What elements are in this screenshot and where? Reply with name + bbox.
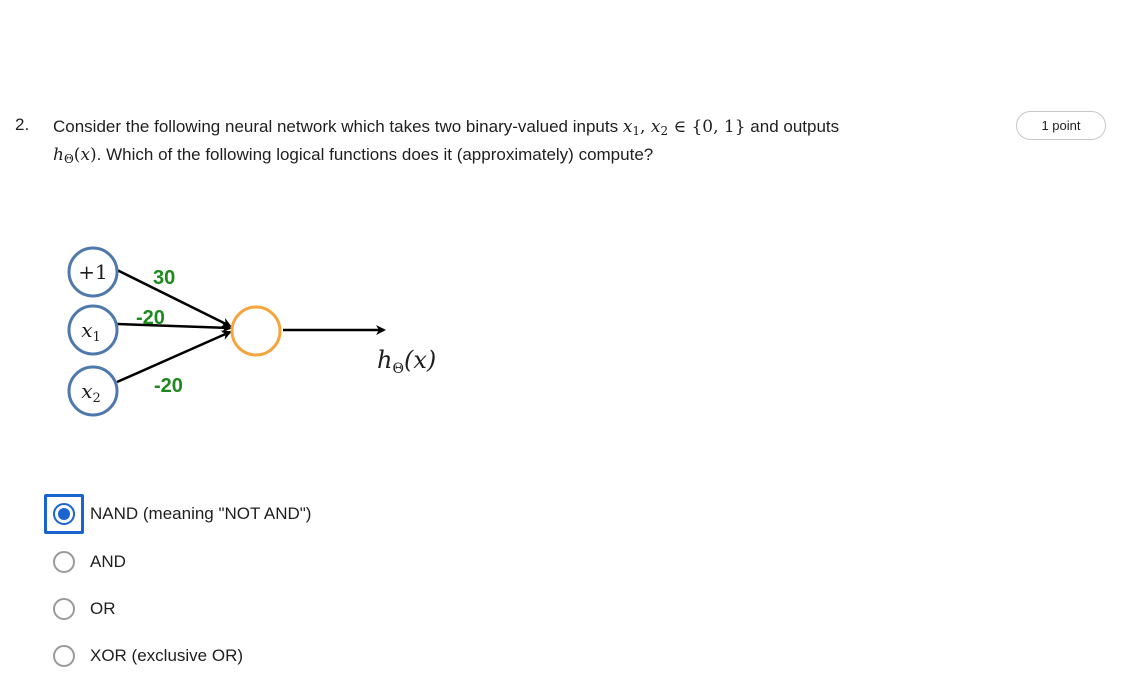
neural-network-diagram: +1 x1 x2 30 -20 -20 hΘ(x) <box>67 246 436 417</box>
input-node-x1-sub: 1 <box>93 330 101 345</box>
question-text-part2: and outputs <box>745 117 840 136</box>
output-node <box>230 305 282 357</box>
question-text-part3: . Which of the following logical functio… <box>96 145 654 164</box>
output-label-sub: Θ <box>392 361 403 377</box>
radio-wrap <box>44 589 84 629</box>
question-text: Consider the following neural network wh… <box>53 113 983 169</box>
output-label-var: h <box>377 346 392 374</box>
option-xor[interactable]: XOR (exclusive OR) <box>44 638 243 674</box>
edge-x1 <box>116 322 232 333</box>
radio-button-checked[interactable] <box>53 503 75 525</box>
input-node-x1-var: x <box>81 318 92 342</box>
input-node-x1-label: x1 <box>81 318 101 345</box>
option-nand[interactable]: NAND (meaning "NOT AND") <box>44 494 312 534</box>
edge-x2 <box>116 330 232 384</box>
option-label: OR <box>90 599 116 618</box>
bias-node-label: +1 <box>78 260 107 284</box>
output-label-arg: (x) <box>404 346 436 374</box>
input-node-x2-sub: 2 <box>93 391 101 406</box>
output-math: hΘ(x) <box>53 145 97 166</box>
weight-x2-label: -20 <box>154 375 183 397</box>
question-text-part1: Consider the following neural network wh… <box>53 117 623 136</box>
option-and[interactable]: AND <box>44 544 126 580</box>
weight-bias-label: 30 <box>153 267 175 289</box>
radio-button[interactable] <box>53 598 75 620</box>
option-label: XOR (exclusive OR) <box>90 646 244 665</box>
weight-x1-label: -20 <box>136 307 165 329</box>
input-node-x2-var: x <box>81 379 92 403</box>
input-node-x2 <box>67 365 119 417</box>
inputs-math: x1, x2 ∈ {0, 1} <box>622 117 746 138</box>
radio-focus-ring <box>44 494 84 534</box>
question-number: 2. <box>15 115 30 134</box>
option-label: AND <box>90 552 126 571</box>
radio-button[interactable] <box>53 551 75 573</box>
option-or[interactable]: OR <box>44 591 116 627</box>
radio-wrap <box>44 542 84 582</box>
edge-bias <box>116 268 232 328</box>
bias-node <box>67 246 119 298</box>
option-label: NAND (meaning "NOT AND") <box>90 504 312 523</box>
radio-button[interactable] <box>53 645 75 667</box>
points-badge: 1 point <box>1016 111 1106 140</box>
output-label: hΘ(x) <box>377 346 436 377</box>
input-node-x1 <box>67 304 119 356</box>
input-node-x2-label: x2 <box>81 379 101 406</box>
radio-wrap <box>44 636 84 676</box>
